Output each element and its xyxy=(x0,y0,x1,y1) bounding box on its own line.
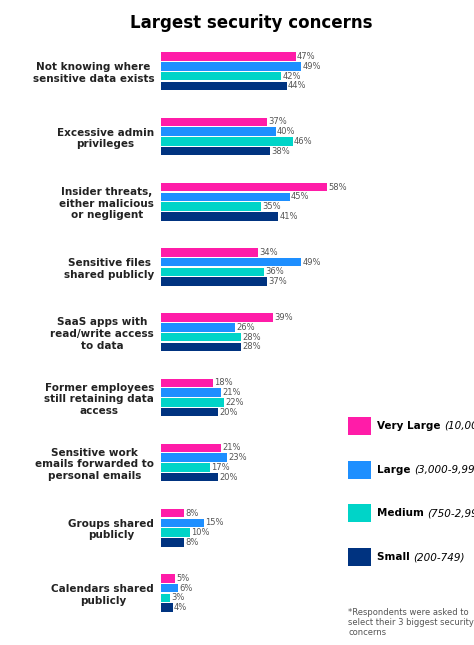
Bar xyxy=(161,147,270,155)
Text: 20%: 20% xyxy=(219,473,238,482)
Text: 47%: 47% xyxy=(297,52,315,61)
Text: (3,000-9,999): (3,000-9,999) xyxy=(414,464,474,475)
Bar xyxy=(161,193,290,201)
Text: 28%: 28% xyxy=(242,333,261,342)
Bar xyxy=(161,604,173,612)
Bar xyxy=(161,342,241,351)
Bar xyxy=(161,82,287,90)
Text: 4%: 4% xyxy=(174,603,187,612)
Bar xyxy=(161,52,295,61)
Bar xyxy=(161,574,175,582)
Text: 26%: 26% xyxy=(237,322,255,332)
Text: 41%: 41% xyxy=(280,212,298,221)
Text: (750-2,999): (750-2,999) xyxy=(428,508,474,519)
Text: Small: Small xyxy=(377,552,413,562)
Bar xyxy=(161,528,190,537)
Text: 37%: 37% xyxy=(268,117,287,126)
Bar xyxy=(161,72,281,81)
Bar xyxy=(161,593,170,602)
Bar xyxy=(161,117,267,126)
Bar xyxy=(161,519,204,527)
Bar xyxy=(161,453,227,462)
Bar xyxy=(161,379,213,387)
Text: 8%: 8% xyxy=(185,538,199,547)
Bar xyxy=(161,268,264,276)
Text: 39%: 39% xyxy=(274,313,292,322)
Text: 42%: 42% xyxy=(283,72,301,81)
Text: 23%: 23% xyxy=(228,453,246,462)
Text: (200-749): (200-749) xyxy=(413,552,465,562)
Text: 37%: 37% xyxy=(268,277,287,286)
Text: 15%: 15% xyxy=(205,519,224,528)
Bar xyxy=(161,137,292,146)
Text: 8%: 8% xyxy=(185,509,199,518)
Bar xyxy=(161,463,210,471)
Text: 21%: 21% xyxy=(222,444,241,453)
Text: 46%: 46% xyxy=(294,137,312,146)
Text: 3%: 3% xyxy=(171,593,184,602)
Bar xyxy=(161,248,258,257)
Text: 22%: 22% xyxy=(225,398,244,407)
Text: 36%: 36% xyxy=(265,267,284,276)
Bar xyxy=(161,509,184,517)
Bar xyxy=(161,473,219,481)
Text: 49%: 49% xyxy=(302,257,321,266)
Bar xyxy=(161,277,267,286)
Bar xyxy=(161,388,221,397)
Bar xyxy=(161,323,236,332)
Text: 21%: 21% xyxy=(222,388,241,397)
Text: 34%: 34% xyxy=(259,248,278,257)
Text: 38%: 38% xyxy=(271,146,290,155)
Text: 28%: 28% xyxy=(242,342,261,352)
Text: 17%: 17% xyxy=(211,463,229,472)
Text: 58%: 58% xyxy=(328,183,347,192)
Bar xyxy=(161,333,241,341)
Bar xyxy=(161,183,327,192)
Text: 35%: 35% xyxy=(263,202,281,211)
Text: 20%: 20% xyxy=(219,408,238,417)
Bar xyxy=(161,62,301,71)
Text: 40%: 40% xyxy=(277,127,295,136)
Bar xyxy=(161,444,221,452)
Text: 6%: 6% xyxy=(180,584,193,593)
Text: 18%: 18% xyxy=(214,378,232,387)
Bar xyxy=(161,258,301,266)
Text: Large: Large xyxy=(377,464,414,475)
Text: 5%: 5% xyxy=(177,574,190,583)
Bar xyxy=(161,398,224,406)
Title: Largest security concerns: Largest security concerns xyxy=(130,14,373,32)
Text: 45%: 45% xyxy=(291,192,310,201)
Text: 49%: 49% xyxy=(302,62,321,71)
Bar xyxy=(161,538,184,547)
Text: Medium: Medium xyxy=(377,508,428,519)
Bar xyxy=(161,212,278,221)
Bar xyxy=(161,313,273,322)
Text: 44%: 44% xyxy=(288,81,307,90)
Text: Very Large: Very Large xyxy=(377,421,444,431)
Bar xyxy=(161,128,275,136)
Text: *Respondents were asked to
select their 3 biggest security
concerns: *Respondents were asked to select their … xyxy=(348,608,474,637)
Text: 10%: 10% xyxy=(191,528,210,537)
Text: (10,000+): (10,000+) xyxy=(444,421,474,431)
Bar xyxy=(161,584,178,592)
Bar xyxy=(161,408,219,416)
Bar xyxy=(161,203,261,211)
